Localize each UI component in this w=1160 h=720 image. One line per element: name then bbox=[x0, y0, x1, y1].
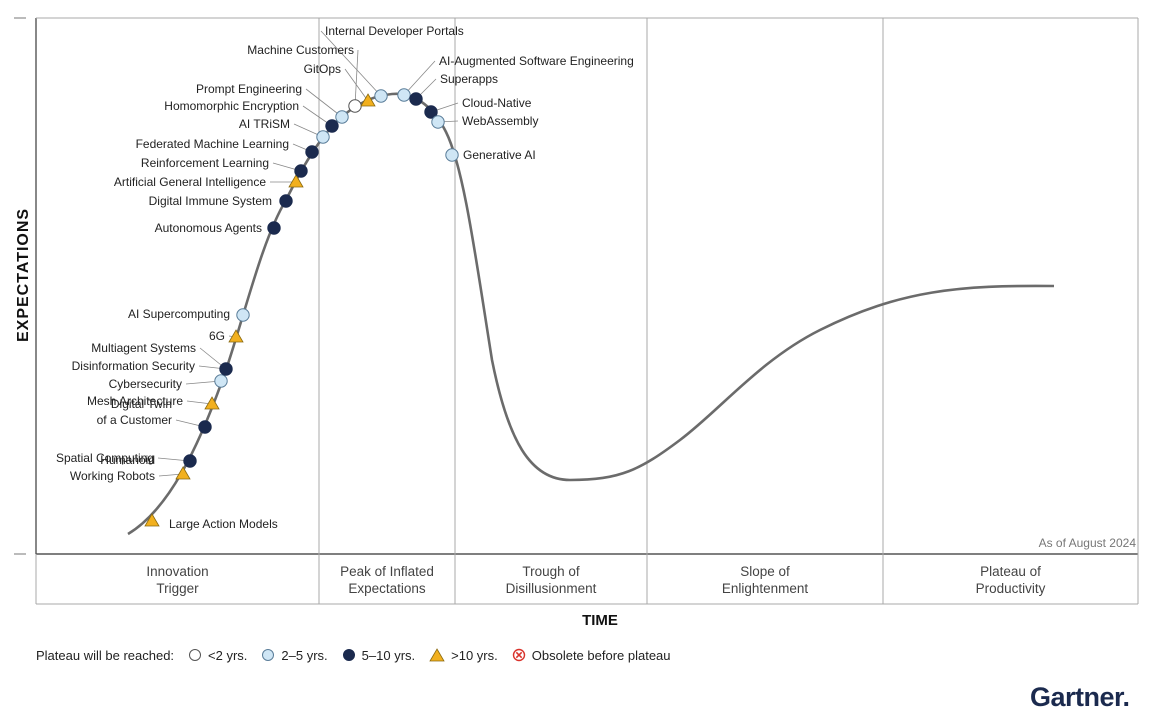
light-blue-circle-icon bbox=[262, 649, 275, 661]
technology-marker bbox=[445, 148, 459, 162]
technology-marker bbox=[204, 396, 220, 410]
technology-marker bbox=[348, 99, 362, 113]
technology-label: Digital Twin of a Customer bbox=[97, 397, 172, 427]
leader-line bbox=[344, 68, 369, 102]
technology-marker bbox=[360, 93, 376, 107]
technology-marker bbox=[219, 362, 233, 376]
technology-label: Federated Machine Learning bbox=[136, 137, 289, 151]
technology-marker bbox=[267, 221, 281, 235]
phase-label: Innovation Trigger bbox=[146, 564, 208, 596]
technology-marker bbox=[374, 89, 388, 103]
technology-label: Multiagent Systems bbox=[91, 341, 196, 355]
x-axis-title: TIME bbox=[582, 612, 618, 629]
legend-item-gt10: >10 yrs. bbox=[429, 648, 498, 663]
legend-item-2-5: 2–5 yrs. bbox=[261, 647, 328, 663]
legend-label: >10 yrs. bbox=[451, 647, 498, 663]
technology-marker bbox=[294, 164, 308, 178]
technology-marker bbox=[144, 513, 160, 527]
navy-circle-icon bbox=[342, 649, 355, 661]
technology-label: Cloud-Native bbox=[462, 96, 532, 110]
technology-marker bbox=[325, 119, 339, 133]
technology-marker bbox=[288, 174, 304, 188]
yellow-triangle-icon bbox=[429, 648, 445, 662]
technology-label: Autonomous Agents bbox=[155, 221, 262, 235]
technology-label: Internal Developer Portals bbox=[325, 24, 464, 38]
white-circle-icon bbox=[189, 649, 202, 661]
technology-marker bbox=[305, 145, 319, 159]
leader-line bbox=[305, 88, 343, 118]
legend-label: 2–5 yrs. bbox=[281, 647, 328, 663]
legend-label: Obsolete before plateau bbox=[531, 647, 671, 663]
technology-label: AI-Augmented Software Engineering bbox=[439, 54, 634, 68]
legend-label: <2 yrs. bbox=[208, 647, 248, 663]
technology-label: Large Action Models bbox=[169, 517, 278, 531]
technology-label: 6G bbox=[209, 329, 225, 343]
technology-marker bbox=[279, 194, 293, 208]
technology-label: Homomorphic Encryption bbox=[164, 99, 299, 113]
phase-label: Plateau of Productivity bbox=[976, 564, 1046, 596]
technology-label: Superapps bbox=[440, 72, 498, 86]
technology-marker bbox=[228, 329, 244, 343]
technology-label: Humanoid Working Robots bbox=[70, 453, 155, 483]
technology-label: Prompt Engineering bbox=[196, 82, 302, 96]
technology-marker bbox=[409, 92, 423, 106]
technology-marker bbox=[214, 374, 228, 388]
technology-marker bbox=[236, 308, 250, 322]
technology-label: Mesh Architecture bbox=[87, 394, 183, 408]
gartner-logo: Gartner. bbox=[1030, 682, 1130, 712]
leader-line bbox=[403, 60, 436, 96]
technology-label: Machine Customers bbox=[247, 43, 354, 57]
legend-item-obsolete: Obsolete before plateau bbox=[512, 648, 671, 663]
technology-label: Disinformation Security bbox=[72, 359, 195, 373]
hype-curve bbox=[127, 92, 1055, 536]
phase-label: Slope of Enlightenment bbox=[722, 564, 809, 596]
technology-label: Artificial General Intelligence bbox=[114, 175, 266, 189]
technology-marker bbox=[431, 115, 445, 129]
technology-marker bbox=[183, 454, 197, 468]
technology-label: Spatial Computing bbox=[56, 451, 154, 465]
technology-label: Reinforcement Learning bbox=[141, 156, 269, 170]
technology-marker bbox=[335, 110, 349, 124]
legend: Plateau will be reached: <2 yrs. 2–5 yrs… bbox=[36, 645, 671, 665]
legend-label: 5–10 yrs. bbox=[361, 647, 416, 663]
leader-line bbox=[320, 30, 382, 97]
red-x-circle-icon bbox=[512, 648, 525, 662]
technology-label: GitOps bbox=[304, 62, 341, 76]
technology-marker bbox=[198, 420, 212, 434]
legend-item-5-10: 5–10 yrs. bbox=[342, 648, 415, 663]
technology-label: AI TRiSM bbox=[239, 117, 290, 131]
leader-line bbox=[354, 49, 359, 107]
technology-label: AI Supercomputing bbox=[128, 307, 230, 321]
technology-marker bbox=[397, 88, 411, 102]
phase-label: Trough of Disillusionment bbox=[506, 564, 597, 596]
technology-label: Cybersecurity bbox=[109, 377, 182, 391]
hype-cycle-chart: Innovation Trigger Peak of Inflated Expecta… bbox=[14, 17, 1139, 605]
technology-label: WebAssembly bbox=[462, 114, 538, 128]
phase-label: Peak of Inflated Expectations bbox=[340, 564, 434, 596]
technology-label: Generative AI bbox=[463, 148, 536, 162]
technology-marker bbox=[175, 466, 191, 480]
as-of-date: As of August 2024 bbox=[1038, 536, 1136, 550]
technology-label: Digital Immune System bbox=[149, 194, 272, 208]
y-axis-title: EXPECTATIONS bbox=[15, 207, 32, 342]
technology-marker bbox=[424, 105, 438, 119]
technology-marker bbox=[316, 130, 330, 144]
legend-item-lt2: <2 yrs. bbox=[188, 648, 247, 663]
legend-title: Plateau will be reached: bbox=[36, 647, 175, 663]
